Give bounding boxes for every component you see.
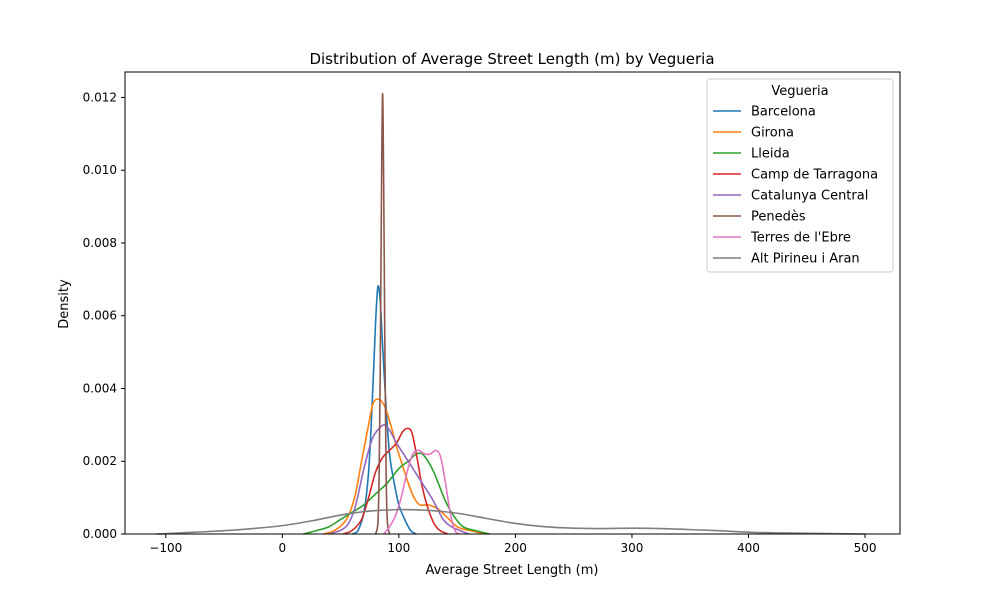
legend-label: Penedès <box>751 210 806 225</box>
legend-label: Alt Pirineu i Aran <box>751 252 860 267</box>
legend-label: Barcelona <box>751 105 816 120</box>
legend-label: Camp de Tarragona <box>751 168 878 183</box>
legend: Vegueria Barcelona Girona Lleida Camp de Ta… <box>706 78 894 273</box>
legend-label: Girona <box>751 126 794 141</box>
y-tick-label: 0.000 <box>83 527 117 541</box>
x-tick-label: 300 <box>621 541 644 555</box>
series-line-1 <box>322 398 487 535</box>
series-line-2 <box>303 452 490 535</box>
x-tick-label: 100 <box>387 541 410 555</box>
x-tick-label: 0 <box>279 541 287 555</box>
x-axis-label: Average Street Length (m) <box>426 563 599 578</box>
y-tick-label: 0.006 <box>83 309 117 323</box>
x-tick-label: 500 <box>854 541 877 555</box>
chart-title: Distribution of Average Street Length (m… <box>309 50 714 68</box>
legend-label: Catalunya Central <box>751 189 868 204</box>
x-tick-label: 200 <box>504 541 527 555</box>
legend-box <box>706 78 894 273</box>
series-line-3 <box>342 427 449 535</box>
x-tick-label: −100 <box>149 541 182 555</box>
y-tick-label: 0.008 <box>83 236 117 250</box>
legend-title: Vegueria <box>771 84 828 99</box>
y-tick-label: 0.002 <box>83 454 117 468</box>
series-line-5 <box>374 93 391 535</box>
plot-lines <box>156 93 866 535</box>
legend-label: Terres de l'Ebre <box>750 231 851 246</box>
x-tick-label: 400 <box>737 541 760 555</box>
series-line-6 <box>383 449 460 535</box>
y-tick-label: 0.012 <box>83 90 117 104</box>
y-tick-label: 0.010 <box>83 163 117 177</box>
y-axis-label: Density <box>57 279 72 329</box>
legend-items: Barcelona Girona Lleida Camp de Tarragona Ca… <box>713 105 878 267</box>
y-tick-label: 0.004 <box>83 381 117 395</box>
series-line-4 <box>328 423 470 535</box>
x-axis-ticks: −100 0 100 200 300 400 500 <box>149 534 876 555</box>
series-line-7 <box>156 508 866 535</box>
legend-label: Lleida <box>751 147 790 162</box>
y-axis-ticks: 0.000 0.002 0.004 0.006 0.008 0.010 0.012 <box>83 90 125 541</box>
plot-frame <box>124 71 901 535</box>
